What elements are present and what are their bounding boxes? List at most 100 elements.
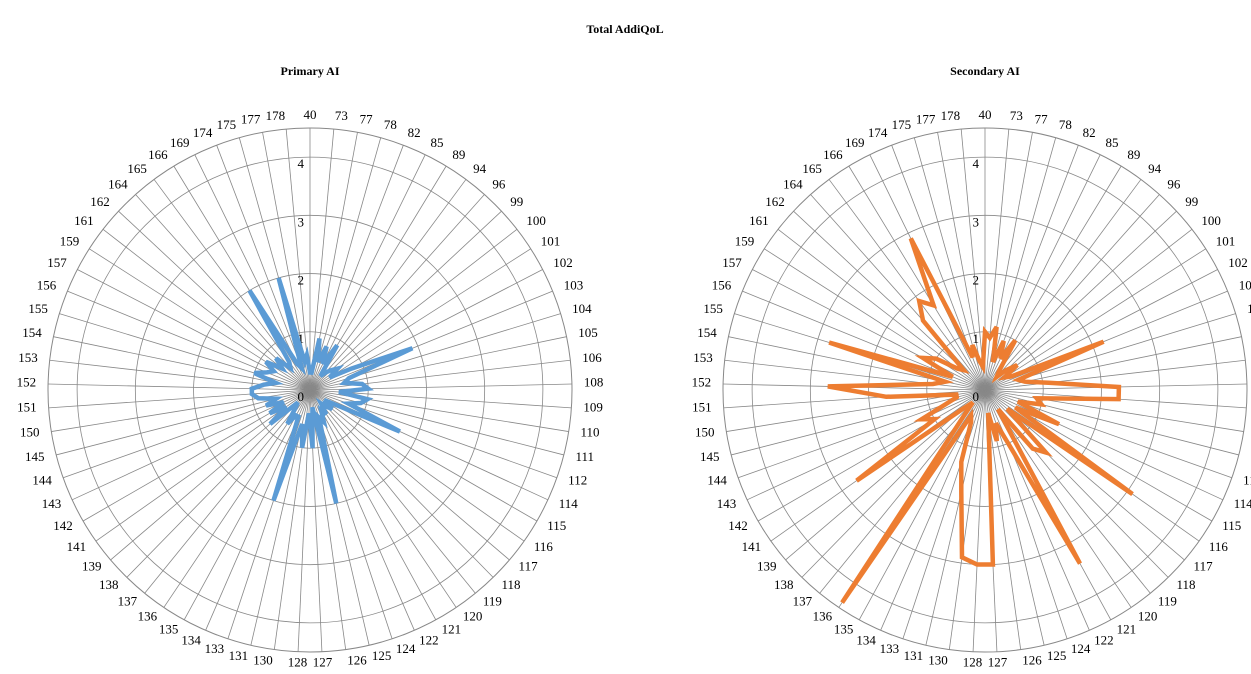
category-label: 157 xyxy=(722,255,742,270)
spoke xyxy=(309,389,437,621)
category-label: 133 xyxy=(205,641,225,656)
spoke xyxy=(95,389,311,542)
spoke xyxy=(309,389,510,561)
spoke xyxy=(102,229,311,391)
category-label: 119 xyxy=(483,594,502,609)
category-label: 174 xyxy=(868,125,888,140)
category-label: 131 xyxy=(904,648,924,663)
category-label: 100 xyxy=(526,213,546,228)
spoke xyxy=(309,248,531,391)
spoke xyxy=(902,389,986,639)
spoke xyxy=(48,389,311,409)
category-label: 175 xyxy=(892,117,912,132)
spoke xyxy=(984,229,1193,391)
category-label: 131 xyxy=(229,648,249,663)
category-label: 77 xyxy=(1035,112,1049,127)
grid-ring xyxy=(868,273,1102,507)
category-label: 78 xyxy=(384,117,397,132)
chart-title: Primary AI xyxy=(281,64,340,78)
spoke xyxy=(144,389,311,594)
category-label: 151 xyxy=(692,400,712,415)
category-label: 117 xyxy=(1194,559,1214,574)
category-label: 120 xyxy=(1138,608,1158,623)
spoke xyxy=(309,389,476,594)
category-label: 128 xyxy=(963,655,983,670)
category-label: 89 xyxy=(452,147,465,162)
spoke xyxy=(297,389,311,652)
category-label: 169 xyxy=(170,135,190,150)
category-label: 101 xyxy=(541,233,561,248)
category-label: 102 xyxy=(553,255,573,270)
category-label: 166 xyxy=(148,147,168,162)
category-label: 135 xyxy=(834,621,854,636)
category-label: 162 xyxy=(90,194,110,209)
category-label: 169 xyxy=(845,135,865,150)
category-label: 133 xyxy=(880,641,900,656)
category-label: 120 xyxy=(463,608,483,623)
category-label: 138 xyxy=(774,577,794,592)
category-label: 136 xyxy=(813,608,833,623)
category-label: 141 xyxy=(67,539,87,554)
category-label: 153 xyxy=(18,350,38,365)
spoke xyxy=(984,137,1057,391)
spoke xyxy=(960,129,986,391)
tick-label: 2 xyxy=(298,273,305,288)
spoke xyxy=(309,210,502,391)
category-label: 161 xyxy=(749,213,769,228)
category-label: 153 xyxy=(693,350,713,365)
category-label: 73 xyxy=(335,108,348,123)
spoke xyxy=(757,389,986,522)
spoke xyxy=(309,179,467,391)
category-label: 136 xyxy=(138,608,158,623)
category-label: 150 xyxy=(695,424,715,439)
category-label: 161 xyxy=(74,213,94,228)
category-label: 118 xyxy=(1177,577,1196,592)
category-label: 155 xyxy=(703,301,723,316)
category-label: 125 xyxy=(372,648,392,663)
category-label: 96 xyxy=(1167,177,1181,192)
tick-label: 3 xyxy=(298,214,305,229)
category-label: 118 xyxy=(502,577,521,592)
spoke xyxy=(937,132,986,391)
spoke xyxy=(309,389,549,501)
category-label: 96 xyxy=(492,177,506,192)
category-label: 135 xyxy=(159,621,179,636)
category-label: 174 xyxy=(193,125,213,140)
category-label: 117 xyxy=(519,559,539,574)
category-label: 154 xyxy=(22,325,42,340)
tick-label: 0 xyxy=(973,389,980,404)
category-label: 177 xyxy=(241,112,261,127)
category-label: 85 xyxy=(1105,135,1118,150)
category-label: 126 xyxy=(1022,652,1042,667)
spoke xyxy=(56,389,311,456)
category-label: 127 xyxy=(988,655,1008,670)
category-label: 138 xyxy=(99,577,119,592)
category-label: 178 xyxy=(941,108,961,123)
spoke xyxy=(309,389,572,409)
spoke xyxy=(216,145,311,391)
category-label: 125 xyxy=(1047,648,1067,663)
tick-label: 4 xyxy=(973,156,980,171)
spoke xyxy=(984,389,1244,432)
spoke xyxy=(948,389,986,650)
category-label: 89 xyxy=(1127,147,1140,162)
category-label: 141 xyxy=(742,539,762,554)
category-label: 178 xyxy=(266,108,286,123)
category-label: 150 xyxy=(20,424,40,439)
category-label: 175 xyxy=(217,117,237,132)
category-label: 110 xyxy=(581,424,600,439)
category-label: 112 xyxy=(568,473,587,488)
category-label: 124 xyxy=(396,641,416,656)
spoke xyxy=(309,389,415,631)
category-label: 103 xyxy=(1239,278,1251,293)
spoke xyxy=(309,137,382,391)
category-label: 145 xyxy=(25,449,45,464)
category-label: 152 xyxy=(17,375,37,390)
spoke xyxy=(309,389,525,542)
spoke xyxy=(984,179,1142,391)
category-label: 73 xyxy=(1010,108,1023,123)
spoke xyxy=(135,194,311,391)
category-label: 124 xyxy=(1071,641,1091,656)
category-label: 139 xyxy=(82,559,102,574)
